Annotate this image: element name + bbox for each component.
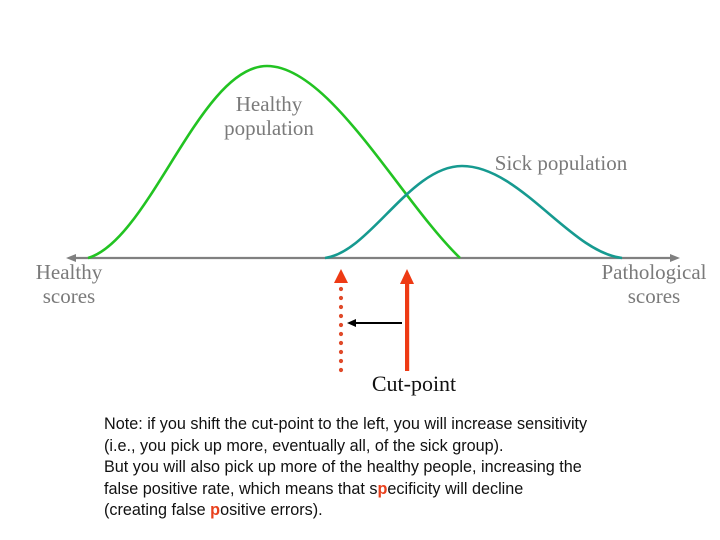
score-axis: [66, 254, 680, 262]
explanatory-note: Note: if you shift the cut-point to the …: [104, 414, 664, 522]
note-line-4-text-a: false positive rate, which means that s: [104, 479, 378, 498]
sick-population-curve: [324, 164, 623, 260]
shifted-cut-point-arrow-icon: [334, 269, 348, 373]
axis-left-arrowhead-icon: [66, 254, 76, 262]
axis-right-label-line2: scores: [627, 284, 681, 308]
axis-right-arrowhead-icon: [670, 254, 680, 262]
sick-population-label: Sick population: [494, 151, 628, 175]
axis-right-label: Pathological scores: [588, 260, 720, 308]
note-line-5: (creating false positive errors).: [104, 500, 664, 522]
note-line-1: Note: if you shift the cut-point to the …: [104, 415, 588, 433]
note-line-5-text-b: ositive errors).: [220, 501, 323, 519]
cut-point-label: Cut-point: [371, 371, 457, 396]
note-line-5-text-a: (creating false: [104, 501, 211, 519]
note-highlight-specificity-p: p: [377, 479, 388, 498]
axis-left-label-line2: scores: [42, 284, 96, 308]
axis-right-label-line1: Pathological: [601, 260, 707, 284]
note-line-4: false positive rate, which means that sp…: [104, 479, 664, 501]
healthy-population-label-line1: Healthy: [235, 92, 303, 116]
axis-left-label: Healthy scores: [14, 260, 124, 308]
healthy-population-label-line2: population: [224, 116, 314, 140]
note-line-2: (i.e., you pick up more, eventually all,…: [104, 436, 504, 455]
healthy-population-label: Healthy population: [204, 92, 334, 140]
healthy-population-curve: [87, 64, 461, 260]
cut-point-arrow-icon: [400, 269, 414, 371]
note-highlight-positive-p: p: [210, 501, 221, 519]
axis-left-label-line1: Healthy: [35, 260, 103, 284]
note-line-3: But you will also pick up more of the he…: [104, 458, 582, 476]
shift-left-arrow-icon: [347, 319, 402, 327]
note-line-4-text-b: ecificity will decline: [387, 479, 524, 498]
